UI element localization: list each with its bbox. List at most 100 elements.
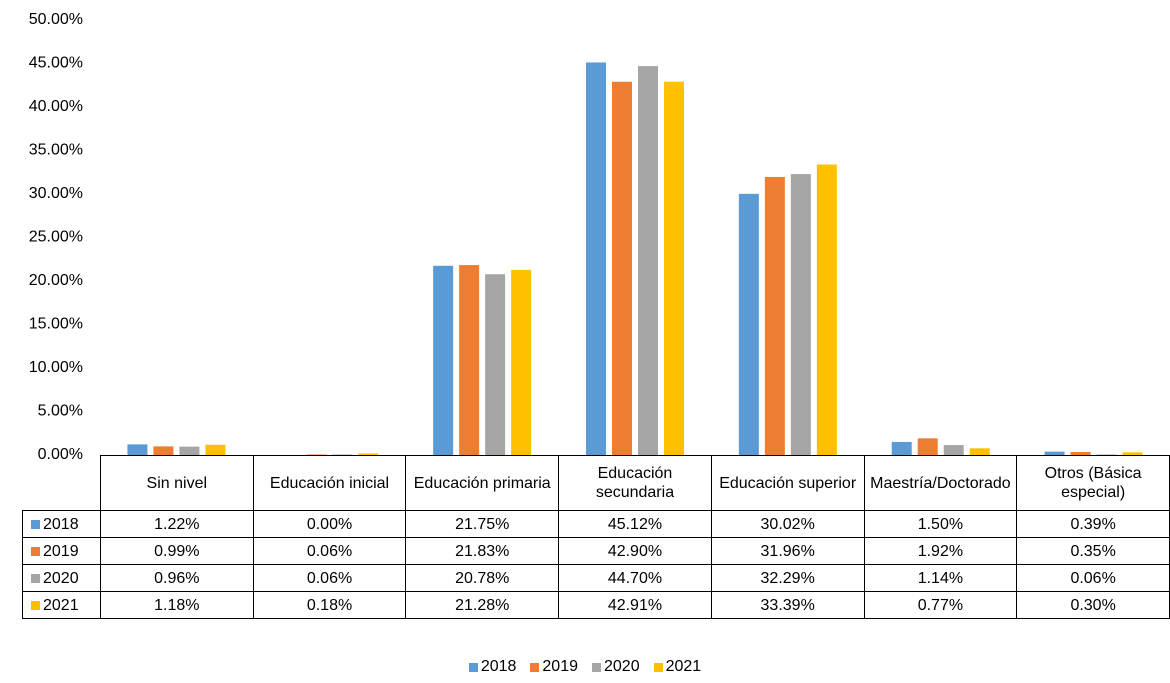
- data-label: 1.14%: [863, 564, 1018, 592]
- bar: [891, 441, 912, 455]
- legend: 2018 2019 2020 2021: [0, 658, 1170, 676]
- bar: [738, 193, 759, 456]
- series-name: 2018: [43, 515, 79, 533]
- data-label: 44.70%: [558, 564, 712, 592]
- data-label: 20.78%: [405, 564, 560, 592]
- data-label: 0.00%: [252, 510, 407, 538]
- data-label: 21.83%: [405, 537, 560, 565]
- y-tick-label: 45.00%: [29, 55, 83, 72]
- y-tick-label: 0.00%: [38, 446, 83, 463]
- legend-label: 2020: [604, 658, 640, 675]
- series-name: 2019: [43, 542, 79, 560]
- data-label: 0.77%: [863, 591, 1018, 619]
- bar: [764, 176, 785, 455]
- legend-swatch: [530, 662, 540, 672]
- data-label: 42.91%: [558, 591, 712, 619]
- y-tick-label: 10.00%: [29, 359, 83, 376]
- legend-swatch: [653, 662, 663, 672]
- y-tick-label: 35.00%: [29, 142, 83, 159]
- legend-key-cell: 2020: [22, 564, 101, 592]
- data-label: 45.12%: [558, 510, 712, 538]
- bar: [664, 81, 684, 456]
- series-name: 2021: [43, 596, 79, 614]
- data-label: 21.75%: [405, 510, 560, 538]
- x-tick-label: Otros (Básica especial): [1016, 455, 1170, 511]
- bar: [1096, 454, 1117, 455]
- bar: [969, 448, 990, 455]
- legend-swatch: [31, 519, 40, 529]
- x-tick-label: Educación primaria: [405, 455, 560, 511]
- bar: [917, 438, 938, 455]
- bar: [612, 81, 632, 456]
- legend-item: 2018: [468, 658, 517, 676]
- data-label: 32.29%: [710, 564, 865, 592]
- data-label: 0.30%: [1016, 591, 1170, 619]
- bar: [358, 453, 379, 455]
- bar: [485, 274, 506, 455]
- data-label: 0.39%: [1016, 510, 1170, 538]
- data-label: 42.90%: [558, 537, 712, 565]
- corner: [23, 456, 101, 511]
- table-row: 2021 1.18% 0.18% 21.28% 42.91% 33.39% 0.77% 0.3…: [22, 591, 1170, 619]
- bar: [943, 445, 964, 455]
- table-header: Sin nivel Educación inicial Educación prim…: [23, 455, 1170, 511]
- x-tick-label: Sin nivel: [99, 455, 254, 511]
- y-tick-label: 20.00%: [29, 272, 83, 289]
- y-tick-label: 50.00%: [29, 11, 83, 28]
- data-label: 1.18%: [99, 591, 254, 619]
- legend-label: 2018: [480, 658, 517, 675]
- y-tick-label: 5.00%: [38, 403, 83, 420]
- data-label: 30.02%: [710, 510, 865, 538]
- bar: [816, 164, 837, 455]
- data-label: 0.99%: [99, 537, 254, 565]
- bar: [1044, 451, 1065, 455]
- data-label: 0.06%: [1016, 564, 1170, 592]
- table-row: 2020 0.96% 0.06% 20.78% 44.70% 32.29% 1.14% 0.0…: [22, 564, 1170, 592]
- y-tick-label: 30.00%: [29, 185, 83, 202]
- bar: [306, 454, 327, 455]
- data-label: 1.22%: [99, 510, 254, 538]
- data-label: 0.06%: [252, 537, 407, 565]
- legend-swatch: [31, 546, 40, 556]
- data-label: 0.06%: [252, 564, 407, 592]
- y-tick-label: 25.00%: [29, 229, 83, 246]
- legend-label: 2021: [665, 658, 702, 675]
- bar: [638, 66, 658, 456]
- legend-item: 2021: [653, 658, 702, 676]
- y-tick-label: 40.00%: [29, 98, 83, 115]
- table-row: 2019 0.99% 0.06% 21.83% 42.90% 31.96% 1.92% 0.3…: [22, 537, 1170, 565]
- bar: [205, 444, 226, 455]
- table-row: 2018 1.22% 0.00% 21.75% 45.12% 30.02% 1.50% 0.3…: [22, 510, 1170, 538]
- legend-label: 2019: [542, 658, 578, 675]
- bar: [459, 265, 480, 455]
- bar: [511, 269, 532, 455]
- data-label: 0.35%: [1016, 537, 1170, 565]
- data-label: 31.96%: [710, 537, 865, 565]
- bar: [127, 444, 148, 455]
- bar: [153, 446, 174, 455]
- x-tick-label: Educación inicial: [252, 455, 407, 511]
- data-label: 1.92%: [863, 537, 1018, 565]
- series-name: 2020: [43, 569, 79, 587]
- data-label: 0.96%: [99, 564, 254, 592]
- legend-swatch: [592, 662, 601, 672]
- bar: [179, 446, 200, 455]
- x-tick-label: Educación secundaria: [558, 455, 712, 511]
- x-tick-label: Educación superior: [710, 455, 865, 511]
- legend-item: 2020: [592, 658, 640, 676]
- bar: [433, 265, 454, 455]
- x-tick-label: Maestría/Doctorado: [863, 455, 1018, 511]
- legend-key-cell: 2019: [22, 537, 101, 565]
- y-tick-label: 15.00%: [29, 316, 83, 333]
- legend-key-cell: 2018: [22, 510, 101, 538]
- data-label: 21.28%: [405, 591, 560, 619]
- legend-item: 2019: [530, 658, 578, 676]
- data-label: 33.39%: [710, 591, 865, 619]
- data-table: Sin nivel Educación inicial Educación prim…: [22, 455, 1170, 619]
- legend-swatch: [31, 600, 40, 610]
- bar: [790, 174, 811, 455]
- bar: [1122, 452, 1143, 455]
- bar: [586, 62, 606, 456]
